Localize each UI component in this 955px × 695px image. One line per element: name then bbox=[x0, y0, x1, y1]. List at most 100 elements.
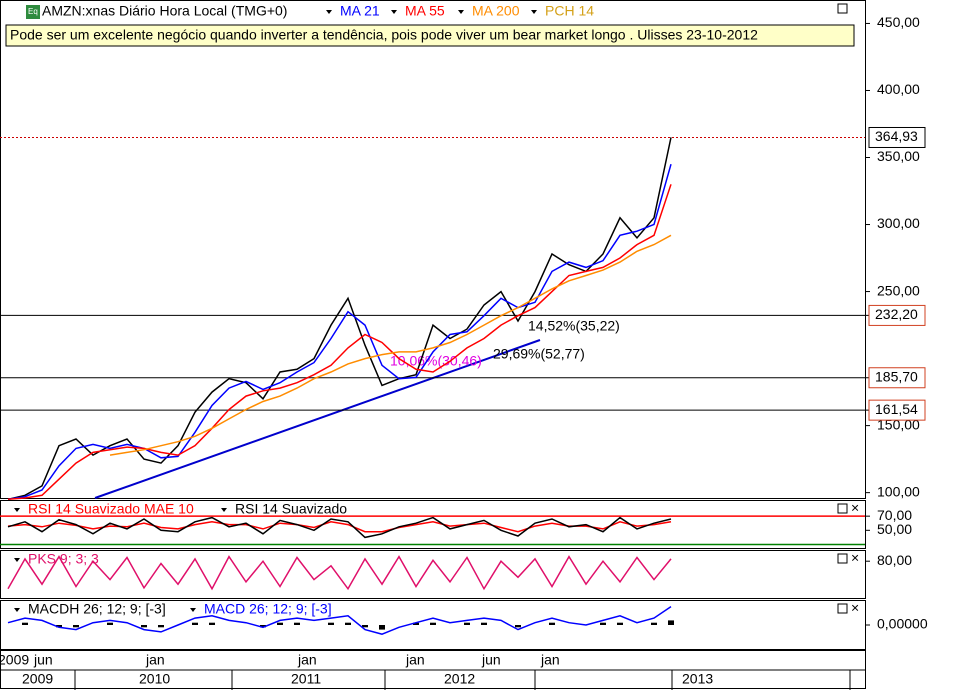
hist-bar bbox=[430, 622, 436, 625]
close[interactable]: × bbox=[851, 500, 859, 516]
month-label: jan bbox=[540, 652, 560, 668]
maximize[interactable] bbox=[837, 3, 848, 14]
legend-entry: PKS 9; 3; 3 bbox=[28, 551, 99, 567]
month-label: jan bbox=[297, 652, 317, 668]
hist-bar bbox=[549, 622, 555, 625]
legend-arrow bbox=[221, 508, 227, 512]
price-label: 364,93 bbox=[875, 128, 918, 144]
hist-bar bbox=[651, 622, 657, 625]
note-box bbox=[5, 24, 855, 47]
hist-bar bbox=[617, 622, 623, 625]
hist-bar bbox=[141, 625, 147, 628]
hist-bar bbox=[107, 622, 113, 625]
legend-arrow bbox=[391, 10, 397, 14]
hist-bar bbox=[158, 625, 164, 628]
y-tick-label: 80,00 bbox=[877, 552, 912, 568]
y-tick-label: 70,00 bbox=[877, 507, 912, 523]
series-line bbox=[7, 516, 672, 539]
legend-entry: MA 21 bbox=[340, 3, 380, 19]
series-line bbox=[7, 184, 672, 501]
price-label: 161,54 bbox=[875, 401, 918, 417]
price-label: 185,70 bbox=[875, 368, 918, 384]
legend-entry: PCH 14 bbox=[545, 3, 594, 19]
legend-entry: MACDH 26; 12; 9; [-3] bbox=[28, 601, 166, 617]
price-panel bbox=[0, 0, 866, 499]
legend-arrow bbox=[458, 10, 464, 14]
hist-bar bbox=[73, 625, 79, 628]
hist-bar bbox=[294, 622, 300, 625]
year-label: 2013 bbox=[682, 671, 713, 687]
title: AMZN:xnas Diário Hora Local (TMG+0) bbox=[42, 3, 287, 19]
legend-arrow bbox=[14, 508, 20, 512]
trend-line bbox=[94, 339, 541, 499]
series-line bbox=[109, 234, 672, 456]
annotation: 10,06%(30,46) bbox=[390, 353, 482, 369]
close[interactable]: × bbox=[851, 550, 859, 566]
year-label: 2009 bbox=[22, 671, 53, 687]
legend-arrow bbox=[531, 10, 537, 14]
icon-text: Eq bbox=[28, 7, 38, 16]
legend-arrow bbox=[190, 608, 196, 612]
month-label: jan bbox=[405, 652, 425, 668]
hist-bar bbox=[277, 622, 283, 625]
series-line bbox=[7, 605, 672, 635]
legend-entry: MACD 26; 12; 9; [-3] bbox=[204, 601, 332, 617]
series-line bbox=[7, 555, 672, 591]
year-label: 2010 bbox=[139, 671, 170, 687]
hist-bar bbox=[328, 622, 334, 625]
y-tick-label: 400,00 bbox=[877, 81, 920, 97]
price-label: 232,20 bbox=[875, 306, 918, 322]
y-tick-label: 450,00 bbox=[877, 14, 920, 30]
maximize[interactable] bbox=[837, 553, 848, 564]
hist-bar bbox=[379, 625, 385, 630]
hist-bar bbox=[515, 625, 521, 628]
annotation: 29,69%(52,77) bbox=[493, 346, 585, 362]
note: Pode ser um excelente negócio quando inv… bbox=[10, 27, 758, 43]
legend-entry: RSI 14 Suavizado MAE 10 bbox=[28, 501, 194, 517]
rsi-panel bbox=[0, 500, 866, 549]
maximize[interactable] bbox=[837, 503, 848, 514]
month-label: jan bbox=[145, 652, 165, 668]
year-label: 2012 bbox=[444, 671, 475, 687]
hist-bar bbox=[192, 622, 198, 625]
month-label: jun bbox=[481, 652, 501, 668]
hist-bar bbox=[260, 625, 266, 628]
legend-arrow bbox=[14, 558, 20, 562]
hist-bar bbox=[600, 622, 606, 625]
y-tick-label: 0,00000 bbox=[877, 616, 928, 632]
year-label: 2011 bbox=[291, 671, 321, 687]
month-label: jun bbox=[33, 652, 53, 668]
y-tick-label: 350,00 bbox=[877, 148, 920, 164]
legend-arrow bbox=[14, 608, 20, 612]
price-label-box bbox=[868, 367, 926, 389]
y-tick-label: 100,00 bbox=[877, 483, 920, 499]
icon bbox=[26, 5, 40, 19]
legend-entry: RSI 14 Suavizado bbox=[235, 501, 347, 517]
price-label-box bbox=[868, 399, 926, 421]
hist-bar bbox=[362, 625, 368, 628]
y-tick-label: 50,00 bbox=[877, 521, 912, 537]
hist-bar bbox=[56, 625, 62, 628]
hist-bar bbox=[345, 622, 351, 625]
y-tick-label: 300,00 bbox=[877, 215, 920, 231]
maximize[interactable] bbox=[837, 603, 848, 614]
hist-bar bbox=[22, 622, 28, 625]
hist-bar bbox=[413, 622, 419, 625]
close[interactable]: × bbox=[851, 600, 859, 616]
legend-entry: MA 200 bbox=[472, 3, 520, 19]
window-icons[interactable]: × × × bbox=[837, 3, 859, 616]
series-line bbox=[7, 137, 672, 501]
annotation: 14,52%(35,22) bbox=[528, 318, 620, 334]
stoch-panel bbox=[0, 550, 866, 599]
hist-bar bbox=[481, 622, 487, 625]
y-tick-label: 250,00 bbox=[877, 282, 920, 298]
legend-entry: MA 55 bbox=[405, 3, 445, 19]
series-line bbox=[7, 163, 672, 501]
hist-bar bbox=[668, 620, 674, 625]
price-label-box bbox=[868, 304, 926, 326]
month-label: 2009 bbox=[0, 652, 29, 668]
price-label-box bbox=[868, 126, 926, 148]
